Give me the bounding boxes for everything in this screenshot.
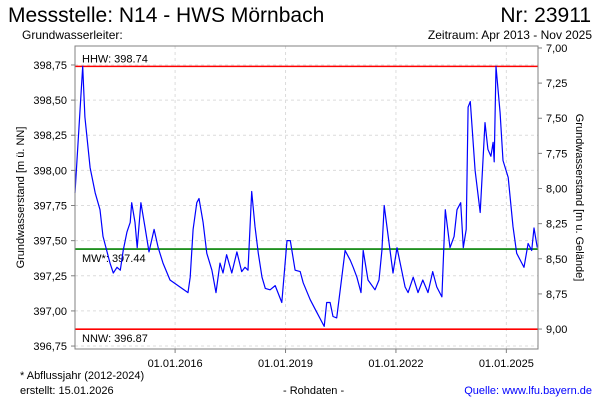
reference-label-hhw: HHW: 398.74 [82, 53, 148, 65]
y-tick-label: 397,00 [33, 306, 67, 318]
x-tick-label: 01.01.2016 [148, 358, 203, 370]
groundwater-level-line [74, 65, 538, 327]
source-link[interactable]: Quelle: www.lfu.bayern.de [464, 385, 592, 397]
y2-tick-label: 7,50 [546, 113, 567, 125]
reference-label-mw: MW*: 397.44 [82, 253, 146, 265]
y2-tick-label: 7,00 [546, 43, 567, 55]
station-title: Messstelle: N14 - HWS Mörnbach [8, 4, 325, 27]
x-tick-label: 01.01.2025 [479, 358, 534, 370]
raw-data-label: - Rohdaten - [283, 385, 345, 397]
y2-tick-label: 8,00 [546, 184, 567, 196]
y2-tick-label: 8,25 [546, 219, 567, 231]
x-tick-label: 01.01.2019 [258, 358, 313, 370]
y2-tick-label: 7,25 [546, 78, 567, 90]
reference-label-nnw: NNW: 396.87 [82, 333, 148, 345]
y2-tick-label: 8,75 [546, 289, 567, 301]
y-tick-label: 398,25 [33, 130, 67, 142]
y-tick-label: 398,75 [33, 60, 67, 72]
plot-area [75, 46, 538, 349]
y-tick-label: 398,50 [33, 95, 67, 107]
y-tick-label: 397,50 [33, 236, 67, 248]
y-tick-label: 396,75 [33, 341, 67, 353]
x-tick-label: 01.01.2022 [368, 358, 423, 370]
y2-tick-label: 7,75 [546, 148, 567, 160]
period-label: Zeitraum: Apr 2013 - Nov 2025 [427, 28, 592, 42]
aquifer-label: Grundwasserleiter: [22, 28, 123, 42]
created-date: erstellt: 15.01.2026 [20, 385, 114, 397]
y2-tick-label: 9,00 [546, 324, 567, 336]
station-number: Nr: 23911 [500, 4, 591, 27]
y-tick-label: 397,75 [33, 201, 67, 213]
y2-axis-title: Grundwasserstand [m u. Gelände] [573, 114, 585, 282]
y-axis-title: Grundwasserstand [m ü. NN] [15, 127, 27, 269]
y-tick-label: 397,25 [33, 271, 67, 283]
plot-frame [74, 45, 539, 350]
y-tick-label: 398,00 [33, 165, 67, 177]
footnote-hydrological-year: * Abflussjahr (2012-2024) [20, 370, 145, 382]
y2-tick-label: 8,50 [546, 254, 567, 266]
